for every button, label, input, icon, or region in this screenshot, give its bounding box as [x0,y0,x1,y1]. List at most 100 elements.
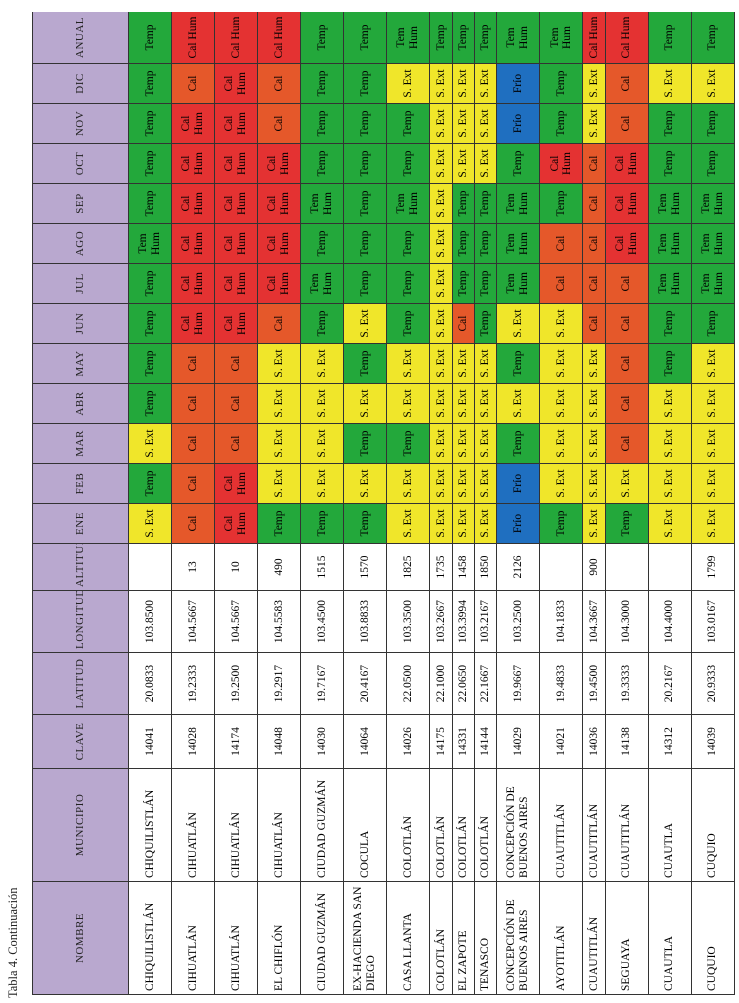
climate-cell: Cal Hum [257,12,301,64]
climate-cell: S. Ext [257,463,301,504]
climate-cell: S. Ext [429,223,453,264]
numeric-cell: 19.4500 [582,652,606,715]
climate-cell: S. Ext [474,503,497,544]
table-row: SEGUAYA CUAUTITLÁN 14138 19.3333 104.3000 Tem… [605,12,649,995]
climate-cell: Temp [386,143,430,184]
climate-cell: Temp [343,423,387,464]
climate-cell: Temp [496,343,540,384]
table-row: CIUDAD GUZMÁN CIUDAD GUZMÁN 14030 19.7167 10… [300,12,344,995]
climate-cell: S. Ext [300,383,344,424]
numeric-cell: 14026 [386,714,430,769]
climate-cell: S. Ext [648,423,692,464]
municipality-cell: CIHUATLÁN [171,768,215,882]
climate-cell: S. Ext [648,503,692,544]
header-cell: DIC [32,63,129,104]
climate-cell: Cal Hum [605,12,649,64]
header-cell: ALTITUD [32,543,129,591]
station-name-cell: CUAUTLA [648,881,692,995]
numeric-cell: 1515 [300,543,344,591]
header-cell: MAR [32,423,129,464]
climate-cell: Cal Hum [214,223,258,264]
numeric-cell: 14312 [648,714,692,769]
climate-cell: Temp [429,12,453,64]
climate-cell: S. Ext [582,383,606,424]
numeric-cell: 103.2667 [429,590,453,653]
climate-cell: Cal Hum [214,12,258,64]
numeric-cell: 104.5667 [171,590,215,653]
numeric-cell: 22.1667 [474,652,497,715]
numeric-cell: 14138 [605,714,649,769]
climate-cell: Cal [605,423,649,464]
climate-cell: Cal Hum [214,63,258,104]
numeric-cell: 22.0500 [386,652,430,715]
climate-cell: S. Ext [691,383,735,424]
climate-cell: S. Ext [539,383,583,424]
numeric-cell [539,543,583,591]
climate-cell: Cal Hum [214,143,258,184]
climate-cell: Temp [128,63,172,104]
climate-cell: Temp [343,503,387,544]
climate-cell: Cal Hum [171,223,215,264]
station-name-cell: TENASCO [474,881,497,995]
climate-cell: Cal [214,383,258,424]
climate-cell: Tem Hum [386,183,430,224]
climate-cell: S. Ext [539,463,583,504]
climate-cell: Cal Hum [214,463,258,504]
climate-cell: Tem Hum [648,263,692,304]
climate-cell: S. Ext [474,463,497,504]
climate-cell: Cal [539,223,583,264]
header-cell: JUN [32,303,129,344]
climate-cell: S. Ext [429,183,453,224]
climate-cell: Temp [386,263,430,304]
municipality-cell: COCULA [343,768,387,882]
table-row: CHIQUILISTLÁN CHIQUILISTLÁN 14041 20.0833 10… [128,12,172,995]
numeric-cell: 10 [214,543,258,591]
numeric-cell: 104.5667 [214,590,258,653]
climate-cell: Tem Hum [300,183,344,224]
climate-cell: Frío [496,463,540,504]
climate-cell: Temp [691,303,735,344]
climate-cell: Frío [496,103,540,144]
climate-cell: S. Ext [648,463,692,504]
climate-cell: S. Ext [474,103,497,144]
station-name-cell: CIHUATLÁN [171,881,215,995]
table-row: COLOTLÁN COLOTLÁN 14175 22.1000 103.2667 1735… [429,12,453,995]
numeric-cell: 14175 [429,714,453,769]
climate-cell: Cal [605,103,649,144]
climate-cell: Tem Hum [691,223,735,264]
numeric-cell: 22.0650 [452,652,475,715]
climate-cell: Cal Hum [171,143,215,184]
station-name-cell: EX-HACIENDA SAN DIEGO [343,881,387,995]
climate-cell: S. Ext [648,63,692,104]
climate-cell: S. Ext [128,503,172,544]
numeric-cell: 104.5583 [257,590,301,653]
climate-cell: Cal Hum [214,503,258,544]
numeric-cell: 104.3667 [582,590,606,653]
municipality-cell: CIHUATLÁN [257,768,301,882]
climate-cell: Tem Hum [128,223,172,264]
climate-cell: S. Ext [343,303,387,344]
numeric-cell: 103.2167 [474,590,497,653]
climate-cell: Temp [452,12,475,64]
climate-cell: S. Ext [386,343,430,384]
climate-cell: Cal [539,263,583,304]
municipality-cell: CUQUIO [691,768,735,882]
station-name-cell: COLOTLÁN [429,881,453,995]
climate-cell: Temp [452,263,475,304]
numeric-cell: 103.8833 [343,590,387,653]
numeric-cell [648,543,692,591]
municipality-cell: CUAUTITLÁN [539,768,583,882]
numeric-cell: 19.2917 [257,652,301,715]
climate-cell: S. Ext [257,343,301,384]
climate-cell: Temp [343,223,387,264]
climate-cell: Cal [257,103,301,144]
climate-cell: Temp [691,143,735,184]
climate-cell: Temp [474,263,497,304]
climate-cell: Cal [214,423,258,464]
climate-cell: Temp [386,103,430,144]
table-row: CONCEPCIÓN DE BUENOS AIRES CONCEPCIÓN DE … [496,12,540,995]
station-name-cell: CONCEPCIÓN DE BUENOS AIRES [496,881,540,995]
climate-cell: Temp [474,303,497,344]
climate-cell: S. Ext [474,383,497,424]
table-row: CUAUTLA CUAUTLA 14312 20.2167 104.4000 S. Ext… [648,12,692,995]
